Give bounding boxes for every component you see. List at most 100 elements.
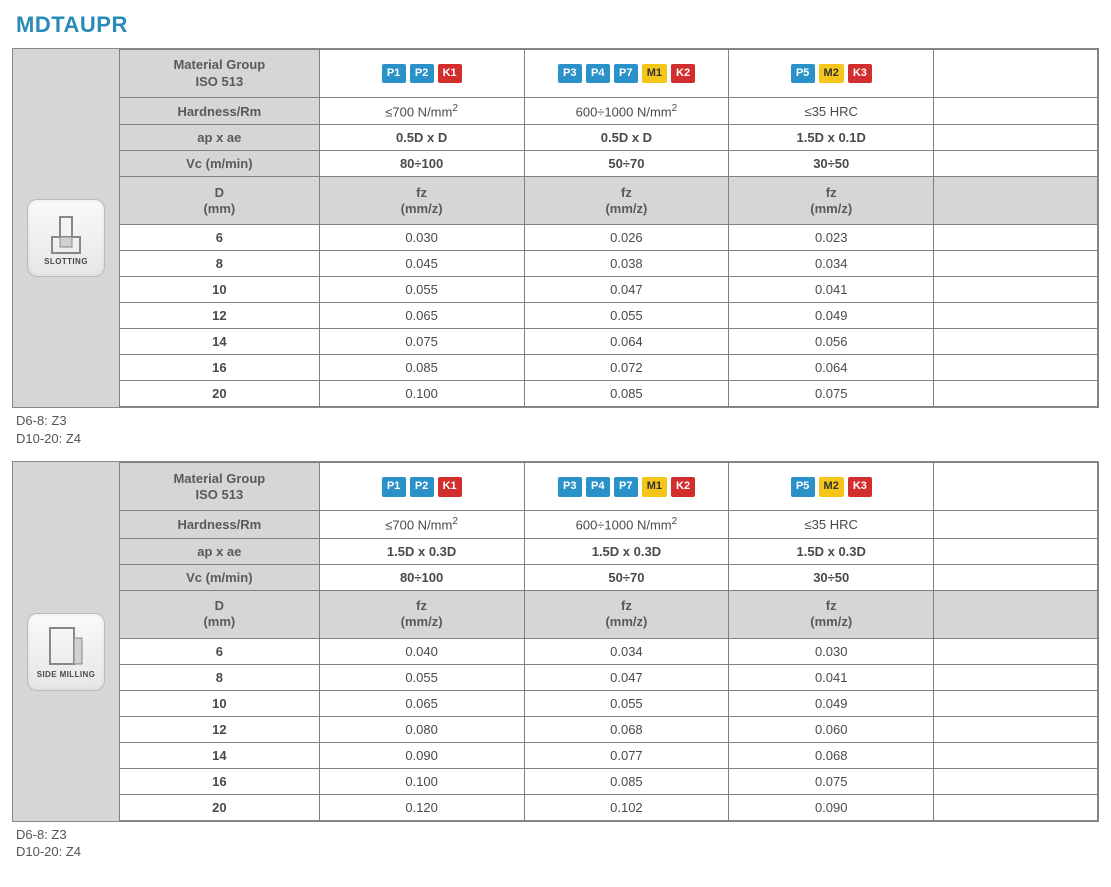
- material-chip: K2: [671, 64, 695, 84]
- row-label-d: D(mm): [120, 177, 320, 225]
- d-cell: 6: [120, 225, 320, 251]
- blank-cell: [934, 794, 1098, 820]
- fz-cell: 0.056: [729, 329, 934, 355]
- table-row: 60.0400.0340.030: [120, 638, 1098, 664]
- vc-cell: 30÷50: [729, 151, 934, 177]
- hardness-cell: 600÷1000 N/mm2: [524, 511, 729, 538]
- material-chip: P5: [791, 477, 815, 497]
- operation-badge-label: SLOTTING: [44, 257, 88, 266]
- section-footer-note: D6-8: Z3D10-20: Z4: [16, 826, 1099, 861]
- blank-cell: [934, 381, 1098, 407]
- apae-cell: 0.5D x D: [319, 125, 524, 151]
- d-cell: 12: [120, 716, 320, 742]
- operation-badge: SIDE MILLING: [27, 613, 105, 691]
- section-sidebar: SIDE MILLING: [13, 462, 119, 820]
- blank-cell: [934, 355, 1098, 381]
- material-chip: P2: [410, 64, 434, 84]
- material-chip: P1: [382, 64, 406, 84]
- blank-cell: [934, 664, 1098, 690]
- fz-cell: 0.072: [524, 355, 729, 381]
- blank-cell: [934, 303, 1098, 329]
- apae-cell: 0.5D x D: [524, 125, 729, 151]
- fz-cell: 0.041: [729, 277, 934, 303]
- hardness-cell: 600÷1000 N/mm2: [524, 98, 729, 125]
- page-title: MDTAUPR: [16, 12, 1099, 38]
- fz-cell: 0.055: [524, 303, 729, 329]
- fz-cell: 0.045: [319, 251, 524, 277]
- material-chip: M1: [642, 64, 667, 84]
- material-chip: M2: [819, 64, 844, 84]
- row-label-d: D(mm): [120, 590, 320, 638]
- blank-cell: [934, 590, 1098, 638]
- material-group-cell: P1P2K1: [319, 463, 524, 511]
- hardness-cell: ≤35 HRC: [729, 98, 934, 125]
- material-chip: P3: [558, 477, 582, 497]
- fz-cell: 0.075: [729, 768, 934, 794]
- material-group-cell: P1P2K1: [319, 50, 524, 98]
- fz-cell: 0.041: [729, 664, 934, 690]
- fz-cell: 0.040: [319, 638, 524, 664]
- table-row: 140.0900.0770.068: [120, 742, 1098, 768]
- d-cell: 12: [120, 303, 320, 329]
- fz-cell: 0.030: [319, 225, 524, 251]
- blank-cell: [934, 98, 1098, 125]
- fz-cell: 0.090: [729, 794, 934, 820]
- fz-cell: 0.100: [319, 381, 524, 407]
- material-chip: K1: [438, 64, 462, 84]
- hardness-cell: ≤700 N/mm2: [319, 511, 524, 538]
- blank-cell: [934, 742, 1098, 768]
- fz-cell: 0.030: [729, 638, 934, 664]
- d-cell: 8: [120, 251, 320, 277]
- fz-cell: 0.075: [319, 329, 524, 355]
- fz-cell: 0.049: [729, 303, 934, 329]
- fz-cell: 0.068: [729, 742, 934, 768]
- blank-cell: [934, 251, 1098, 277]
- hardness-cell: ≤700 N/mm2: [319, 98, 524, 125]
- d-cell: 16: [120, 768, 320, 794]
- fz-cell: 0.049: [729, 690, 934, 716]
- fz-cell: 0.085: [319, 355, 524, 381]
- blank-cell: [934, 151, 1098, 177]
- material-chip: P5: [791, 64, 815, 84]
- table-row: 100.0650.0550.049: [120, 690, 1098, 716]
- hardness-cell: ≤35 HRC: [729, 511, 934, 538]
- row-label-material-group: Material GroupISO 513: [120, 463, 320, 511]
- fz-cell: 0.034: [729, 251, 934, 277]
- material-group-cell: P3P4P7M1K2: [524, 463, 729, 511]
- d-cell: 20: [120, 381, 320, 407]
- table-row: 60.0300.0260.023: [120, 225, 1098, 251]
- fz-cell: 0.085: [524, 381, 729, 407]
- fz-cell: 0.102: [524, 794, 729, 820]
- operation-badge: SLOTTING: [27, 199, 105, 277]
- fz-cell: 0.060: [729, 716, 934, 742]
- section-footer-note: D6-8: Z3D10-20: Z4: [16, 412, 1099, 447]
- fz-header-cell: fz(mm/z): [524, 590, 729, 638]
- d-cell: 10: [120, 690, 320, 716]
- table-row: 80.0550.0470.041: [120, 664, 1098, 690]
- material-chip: K2: [671, 477, 695, 497]
- material-chip: K3: [848, 64, 872, 84]
- fz-cell: 0.090: [319, 742, 524, 768]
- fz-cell: 0.038: [524, 251, 729, 277]
- fz-header-cell: fz(mm/z): [319, 177, 524, 225]
- vc-cell: 50÷70: [524, 151, 729, 177]
- material-group-cell: P5M2K3: [729, 463, 934, 511]
- fz-cell: 0.047: [524, 277, 729, 303]
- fz-header-cell: fz(mm/z): [524, 177, 729, 225]
- d-cell: 8: [120, 664, 320, 690]
- vc-cell: 80÷100: [319, 151, 524, 177]
- blank-cell: [934, 125, 1098, 151]
- fz-cell: 0.034: [524, 638, 729, 664]
- row-label-vc: Vc (m/min): [120, 564, 320, 590]
- table-row: 120.0800.0680.060: [120, 716, 1098, 742]
- fz-cell: 0.064: [524, 329, 729, 355]
- blank-cell: [934, 564, 1098, 590]
- material-chip: P1: [382, 477, 406, 497]
- fz-cell: 0.065: [319, 690, 524, 716]
- vc-cell: 80÷100: [319, 564, 524, 590]
- fz-cell: 0.100: [319, 768, 524, 794]
- apae-cell: 1.5D x 0.3D: [524, 538, 729, 564]
- cutting-data-table: Material GroupISO 513P1P2K1P3P4P7M1K2P5M…: [119, 462, 1098, 820]
- vc-cell: 30÷50: [729, 564, 934, 590]
- blank-cell: [934, 463, 1098, 511]
